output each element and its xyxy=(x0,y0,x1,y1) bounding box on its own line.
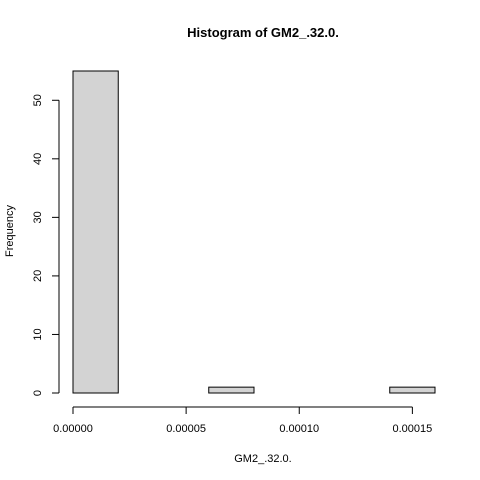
y-tick-label: 20 xyxy=(32,270,44,282)
x-tick-label: 0.00005 xyxy=(166,423,206,435)
x-tick-label: 0.00010 xyxy=(279,423,319,435)
y-tick-label: 40 xyxy=(32,153,44,165)
bars-group xyxy=(72,70,436,394)
y-axis: 0 10 20 30 40 50 xyxy=(32,94,60,396)
histogram-bar-3 xyxy=(208,386,255,394)
histogram-bar-7 xyxy=(389,386,436,394)
y-tick-label: 50 xyxy=(32,94,44,106)
x-tick-label: 0.00000 xyxy=(53,423,93,435)
histogram-bar-0 xyxy=(72,70,119,394)
y-axis-label: Frequency xyxy=(4,205,16,257)
x-axis-label: GM2_.32.0. xyxy=(234,453,291,465)
y-tick-label: 30 xyxy=(32,211,44,223)
x-axis: 0.00000 0.00005 0.00010 0.00015 xyxy=(53,406,432,435)
chart-title: Histogram of GM2_.32.0. xyxy=(187,25,339,40)
y-tick-label: 0 xyxy=(32,390,44,396)
y-tick-label: 10 xyxy=(32,328,44,340)
x-tick-label: 0.00015 xyxy=(392,423,432,435)
